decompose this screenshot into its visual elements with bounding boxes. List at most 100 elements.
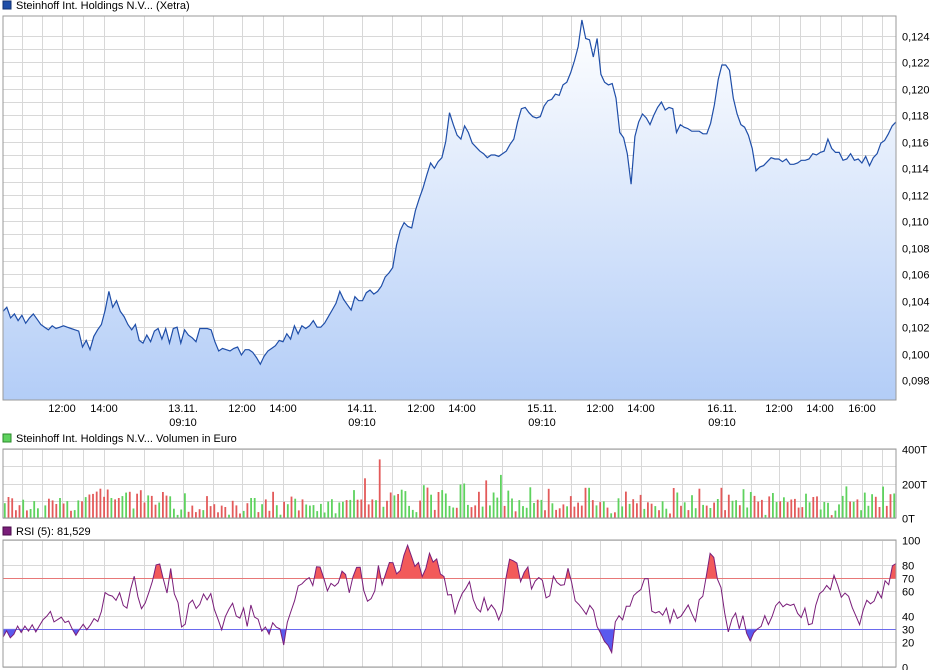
volume-bar	[783, 497, 785, 518]
volume-bar	[26, 510, 28, 518]
volume-bar	[356, 499, 359, 518]
volume-bar	[257, 512, 260, 518]
volume-bar	[312, 505, 315, 518]
price-y-tick-label: 0,110	[902, 217, 929, 229]
volume-bar	[389, 492, 392, 518]
volume-bar	[165, 495, 168, 518]
volume-bar	[103, 496, 105, 518]
volume-bar	[713, 502, 715, 518]
price-y-tick-label: 0,100	[902, 350, 930, 362]
x-tick-sublabel: 09:10	[528, 417, 556, 429]
volume-bar	[323, 512, 326, 518]
volume-bar	[661, 501, 664, 518]
rsi-overbought-fill	[506, 559, 520, 579]
volume-bar	[386, 500, 388, 519]
price-frame	[2, 15, 897, 401]
volume-bar	[702, 504, 704, 518]
volume-bar	[235, 505, 238, 518]
volume-bars	[3, 459, 896, 519]
volume-bar	[544, 510, 546, 518]
volume-bar	[764, 514, 767, 518]
volume-bar	[669, 513, 671, 518]
x-tick-labels: 12:00 14:00 13.11. 09:10 12:00 14:00 14.11. 09:…	[48, 403, 876, 429]
volume-bar	[761, 499, 763, 518]
volume-bar	[224, 507, 227, 518]
volume-bar	[573, 506, 576, 518]
volume-bar	[44, 505, 47, 518]
volume-y-tick-labels: 400T 200T 0T	[902, 445, 927, 526]
x-tick-label: 12:00	[407, 403, 435, 415]
volume-bar	[562, 504, 565, 518]
volume-bar	[584, 487, 587, 518]
volume-bar	[88, 494, 91, 518]
volume-bar	[566, 506, 568, 518]
volume-bar	[547, 488, 550, 518]
x-tick-label: 14:00	[806, 403, 834, 415]
volume-bar	[202, 510, 205, 518]
volume-bar	[724, 510, 726, 518]
volume-bar	[599, 502, 602, 518]
volume-bar	[742, 489, 745, 518]
price-y-tick-label: 0,112	[902, 191, 929, 203]
price-area	[3, 20, 896, 400]
volume-bar	[823, 502, 826, 518]
volume-bar	[647, 502, 649, 518]
volume-bar	[860, 510, 862, 518]
volume-bar	[22, 499, 25, 518]
volume-bar	[246, 503, 249, 518]
rsi-overbought-fill	[314, 566, 324, 579]
volume-bar	[757, 501, 760, 518]
volume-bar	[132, 508, 135, 518]
volume-bar	[555, 509, 557, 518]
volume-bar	[331, 499, 333, 518]
volume-bar	[162, 492, 164, 518]
volume-legend: Steinhoff Int. Holdings N.V... Volumen i…	[16, 433, 237, 445]
volume-bar	[441, 490, 444, 518]
volume-bar	[37, 508, 39, 518]
volume-bar	[749, 492, 752, 518]
volume-bar	[643, 508, 646, 518]
rsi-oversold-fill	[280, 628, 287, 645]
volume-bar	[790, 499, 793, 518]
price-y-tick-label: 0,116	[902, 138, 929, 150]
volume-bar	[577, 502, 579, 518]
volume-bar	[184, 493, 186, 518]
price-legend-icon	[2, 0, 12, 10]
volume-panel: Steinhoff Int. Holdings N.V... Volumen i…	[2, 433, 927, 526]
volume-bar	[525, 507, 528, 518]
volume-bar	[327, 501, 330, 518]
volume-bar	[610, 513, 613, 518]
rsi-y-tick-label: 20	[902, 638, 914, 650]
volume-bar	[55, 504, 58, 518]
volume-bar	[408, 505, 410, 518]
volume-bar	[794, 498, 796, 518]
volume-bar	[18, 505, 21, 518]
volume-bar	[632, 499, 635, 518]
rsi-legend-icon	[2, 526, 12, 536]
volume-bar	[286, 504, 289, 518]
volume-bar	[628, 503, 631, 518]
rsi-y-tick-label: 30	[902, 625, 914, 637]
volume-bar	[650, 503, 653, 518]
price-y-tick-label: 0,108	[902, 244, 930, 256]
volume-bar	[191, 505, 194, 518]
volume-bar	[367, 504, 370, 518]
volume-bar	[735, 500, 737, 518]
volume-bar	[838, 504, 840, 518]
rsi-overbought-fill	[339, 571, 347, 579]
volume-bar	[540, 499, 543, 518]
rsi-y-tick-label: 70	[902, 574, 914, 586]
volume-bar	[66, 501, 69, 518]
volume-bar	[698, 488, 701, 518]
volume-bar	[511, 498, 513, 518]
volume-bar	[709, 508, 712, 518]
volume-bar	[342, 501, 344, 518]
price-line	[2, 19, 897, 366]
volume-bar	[849, 501, 851, 518]
volume-bar	[33, 501, 36, 518]
volume-bar	[220, 505, 223, 518]
volume-bar	[893, 493, 896, 518]
volume-bar	[320, 503, 322, 518]
volume-bar	[92, 493, 94, 518]
